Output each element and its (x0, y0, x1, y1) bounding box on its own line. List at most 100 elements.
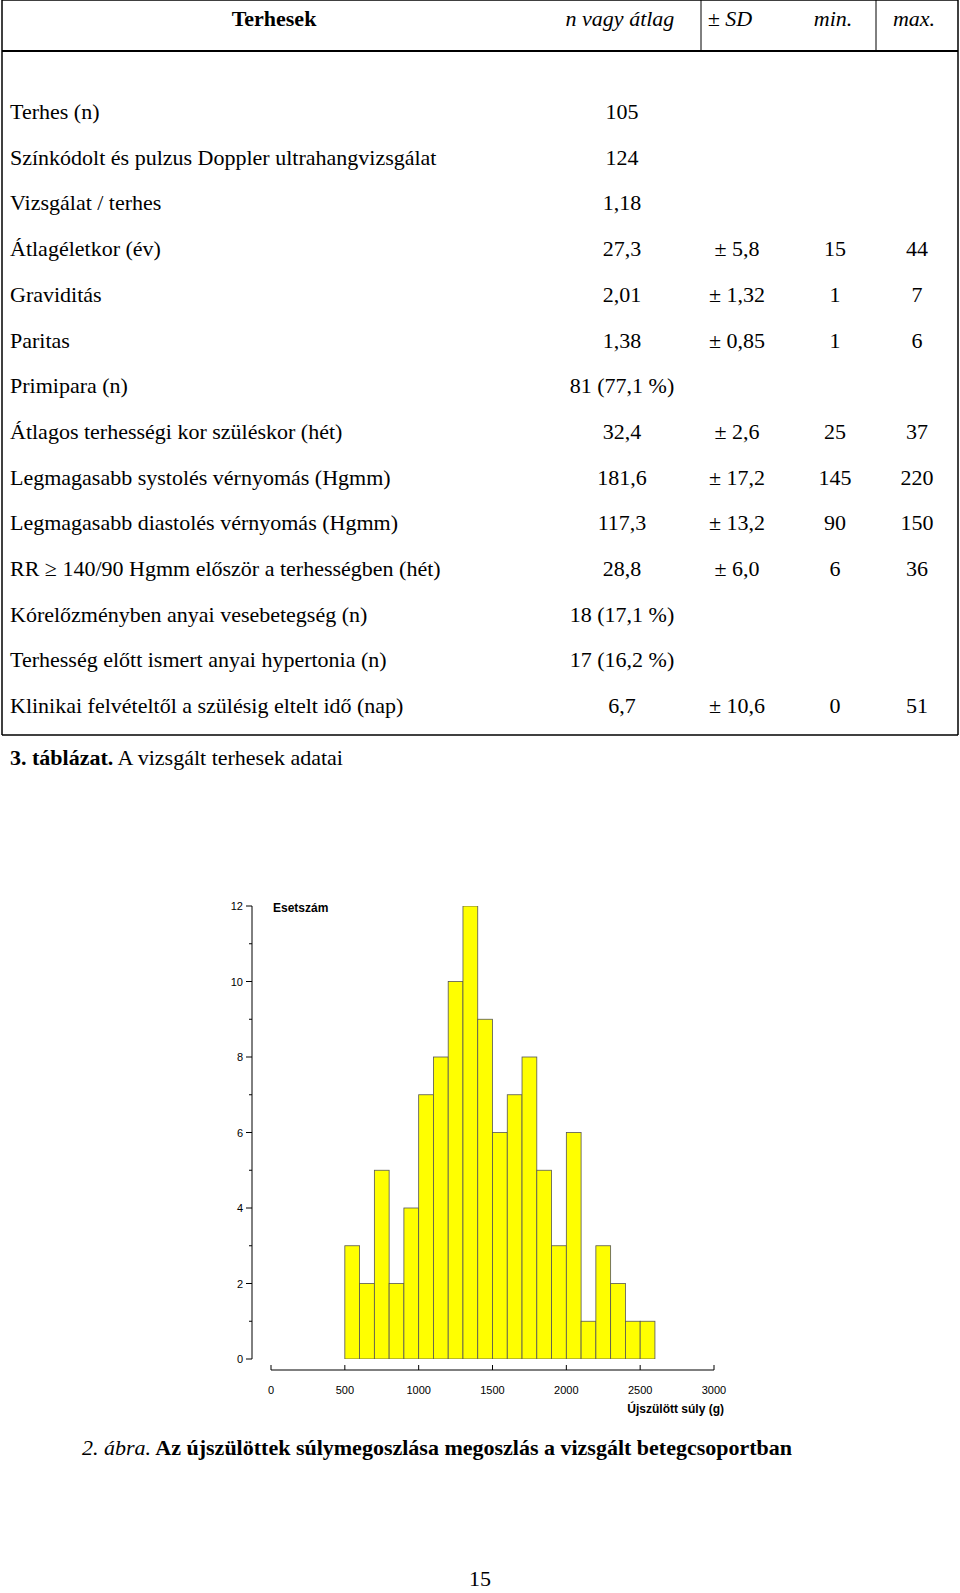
bar (552, 1246, 567, 1359)
table: Terhesekn vagy átlag± SDmin.max.Terhes (… (2, 0, 958, 735)
x-tick-label: 2000 (554, 1384, 578, 1396)
row-label: Graviditás (10, 282, 102, 307)
x-tick-label: 0 (268, 1384, 274, 1396)
cell: 220 (901, 465, 934, 490)
cell: 124 (606, 145, 639, 170)
bar (433, 1057, 448, 1359)
bar (611, 1284, 626, 1360)
cell: 18 (17,1 %) (570, 602, 674, 627)
bar (625, 1321, 640, 1359)
x-tick (566, 1365, 567, 1370)
y-tick (246, 1132, 252, 1133)
x-tick-label: 1500 (480, 1384, 504, 1396)
cell: ± 2,6 (714, 419, 759, 444)
histogram: 024681012050010001500200025003000Esetszá… (231, 900, 726, 1416)
row-label: Primipara (n) (10, 373, 128, 398)
bar (419, 1095, 434, 1359)
cell: 81 (77,1 %) (570, 373, 674, 398)
cell: ± 13,2 (709, 510, 765, 535)
page-number: 15 (469, 1566, 491, 1591)
x-tick (344, 1365, 345, 1370)
cell: 44 (906, 236, 928, 261)
cell: 28,8 (603, 556, 642, 581)
cell: 105 (606, 99, 639, 124)
cell: 36 (906, 556, 928, 581)
y-tick-label: 8 (237, 1051, 243, 1063)
cell: 0 (830, 693, 841, 718)
cell: 17 (16,2 %) (570, 647, 674, 672)
row-label: RR ≥ 140/90 Hgmm először a terhességben … (10, 556, 441, 581)
y-minor-tick (249, 1170, 252, 1171)
y-tick-label: 10 (231, 976, 243, 988)
header-cell: max. (893, 6, 935, 31)
y-tick (246, 1283, 252, 1284)
row-label: Legmagasabb diastolés vérnyomás (Hgmm) (10, 510, 398, 535)
bar (374, 1170, 389, 1359)
cell: 2,01 (603, 282, 642, 307)
y-tick-label: 4 (237, 1202, 243, 1214)
bars (345, 906, 655, 1359)
cell: 7 (912, 282, 923, 307)
row-label: Klinikai felvételtől a szülésig eltelt i… (10, 693, 403, 718)
y-minor-tick (249, 1321, 252, 1322)
bar (493, 1133, 508, 1360)
y-tick (246, 1208, 252, 1209)
cell: 32,4 (603, 419, 642, 444)
row-label: Vizsgálat / terhes (10, 190, 161, 215)
y-minor-tick (249, 1094, 252, 1095)
cell: 25 (824, 419, 846, 444)
header-cell: n vagy átlag (566, 6, 675, 31)
bar (404, 1208, 419, 1359)
table-caption: 3. táblázat. A vizsgált terhesek adatai (10, 745, 343, 770)
x-axis-title: Újszülött súly (g) (627, 1401, 724, 1416)
row-label: Kórelőzményben anyai vesebetegség (n) (10, 602, 367, 627)
bar (389, 1284, 404, 1360)
x-tick (418, 1365, 419, 1370)
bar (640, 1321, 655, 1359)
row-label: Színkódolt és pulzus Doppler ultrahangvi… (10, 145, 436, 170)
y-tick-label: 0 (237, 1353, 243, 1365)
x-tick (640, 1365, 641, 1370)
table-border (1, 0, 3, 735)
table-border (957, 0, 959, 735)
cell: 15 (824, 236, 846, 261)
cell: ± 1,32 (709, 282, 765, 307)
bar (478, 1019, 493, 1359)
cell: 6 (912, 328, 923, 353)
cell: 90 (824, 510, 846, 535)
cell: 181,6 (597, 465, 647, 490)
x-tick-label: 1000 (406, 1384, 430, 1396)
cell: 1,38 (603, 328, 642, 353)
x-tick (271, 1365, 272, 1370)
page: Terhesekn vagy átlag± SDmin.max.Terhes (… (0, 0, 960, 1593)
header-cell: Terhesek (232, 6, 318, 31)
cell: 117,3 (598, 510, 647, 535)
row-label: Átlagos terhességi kor szüléskor (hét) (10, 419, 342, 444)
cell: 1 (830, 328, 841, 353)
caption-number: 2. ábra. (82, 1435, 151, 1460)
bar (345, 1246, 360, 1359)
cell: 1,18 (603, 190, 642, 215)
bar (448, 982, 463, 1360)
x-tick-label: 3000 (702, 1384, 726, 1396)
bar (522, 1057, 537, 1359)
cell: 6,7 (608, 693, 636, 718)
row-label: Átlagéletkor (év) (10, 236, 161, 261)
bar (507, 1095, 522, 1359)
caption-text: Az újszülöttek súlymegoszlása megoszlás … (151, 1435, 792, 1460)
cell: ± 0,85 (709, 328, 765, 353)
y-tick-label: 2 (237, 1278, 243, 1290)
header-rule (2, 50, 958, 52)
bar (566, 1133, 581, 1360)
cell: 51 (906, 693, 928, 718)
row-label: Terhesség előtt ismert anyai hypertonia … (10, 647, 387, 672)
cell: 150 (901, 510, 934, 535)
y-tick-label: 12 (231, 900, 243, 912)
y-minor-tick (249, 1019, 252, 1020)
table-border (2, 0, 958, 1)
cell: 37 (906, 419, 928, 444)
y-tick (246, 906, 252, 907)
cell: ± 5,8 (714, 236, 759, 261)
header-divider (876, 0, 877, 51)
x-tick (492, 1365, 493, 1370)
